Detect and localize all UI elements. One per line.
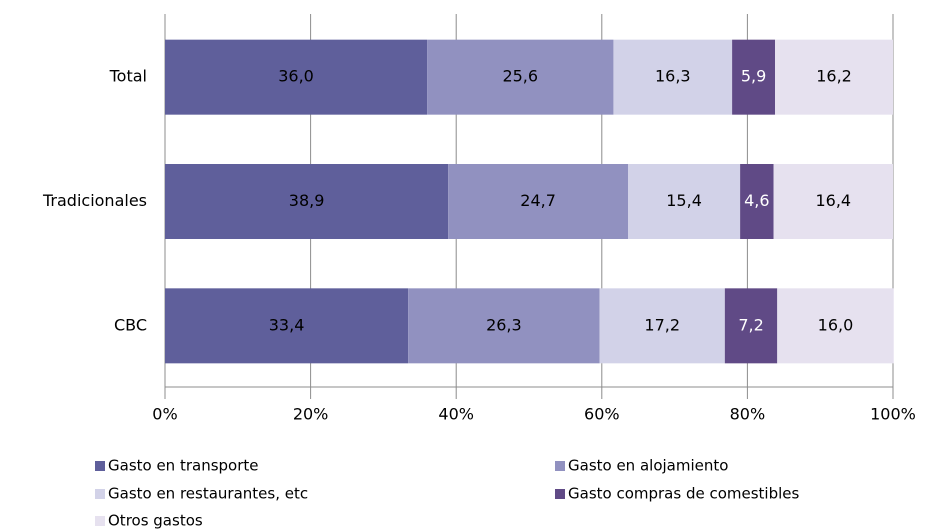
bar-segment [724, 288, 778, 364]
data-label: 36,0 [278, 67, 314, 86]
data-label: 26,3 [486, 315, 522, 334]
legend-label: Gasto en transporte [108, 457, 259, 475]
legend-label: Gasto compras de comestibles [568, 485, 800, 503]
data-label: 4,6 [744, 191, 769, 210]
legend-label: Gasto en alojamiento [568, 457, 728, 475]
y-tick-label: Total [109, 67, 147, 86]
bar-segment [165, 288, 409, 364]
x-tick-label: 0% [152, 405, 177, 424]
data-label: 24,7 [520, 191, 556, 210]
data-label: 16,2 [816, 67, 852, 86]
bar-segment [613, 39, 733, 115]
data-label: 16,0 [818, 315, 854, 334]
data-label: 15,4 [666, 191, 702, 210]
bar-segment [777, 288, 894, 364]
bar-segment [773, 164, 893, 239]
bar-segment [165, 164, 449, 239]
legend-swatch [95, 489, 105, 499]
data-label: 33,4 [269, 315, 305, 334]
x-tick-label: 40% [438, 405, 474, 424]
x-tick-label: 100% [870, 405, 916, 424]
legend-swatch [95, 516, 105, 526]
bar-segment [740, 164, 774, 239]
x-tick-label: 60% [584, 405, 620, 424]
bar-segment [775, 39, 893, 115]
legend-swatch [555, 461, 565, 471]
bar-segment [628, 164, 741, 239]
bar-segment [165, 39, 428, 115]
bar-segment [427, 39, 614, 115]
data-label: 38,9 [289, 191, 325, 210]
data-label: 7,2 [738, 315, 763, 334]
data-label: 25,6 [502, 67, 538, 86]
legend-swatch [555, 489, 565, 499]
data-label: 17,2 [644, 315, 680, 334]
legend-label: Gasto en restaurantes, etc [108, 485, 308, 503]
bar-segment [732, 39, 776, 115]
data-label: 5,9 [741, 67, 766, 86]
x-tick-label: 80% [730, 405, 766, 424]
bar-segment [408, 288, 600, 364]
data-label: 16,3 [655, 67, 691, 86]
y-tick-label: CBC [114, 315, 147, 334]
bar-segment [599, 288, 725, 364]
bar-segment [448, 164, 629, 239]
data-label: 16,4 [815, 191, 851, 210]
legend-label: Otros gastos [108, 512, 203, 530]
x-tick-label: 20% [293, 405, 329, 424]
y-tick-label: Tradicionales [42, 191, 147, 210]
legend-swatch [95, 461, 105, 471]
